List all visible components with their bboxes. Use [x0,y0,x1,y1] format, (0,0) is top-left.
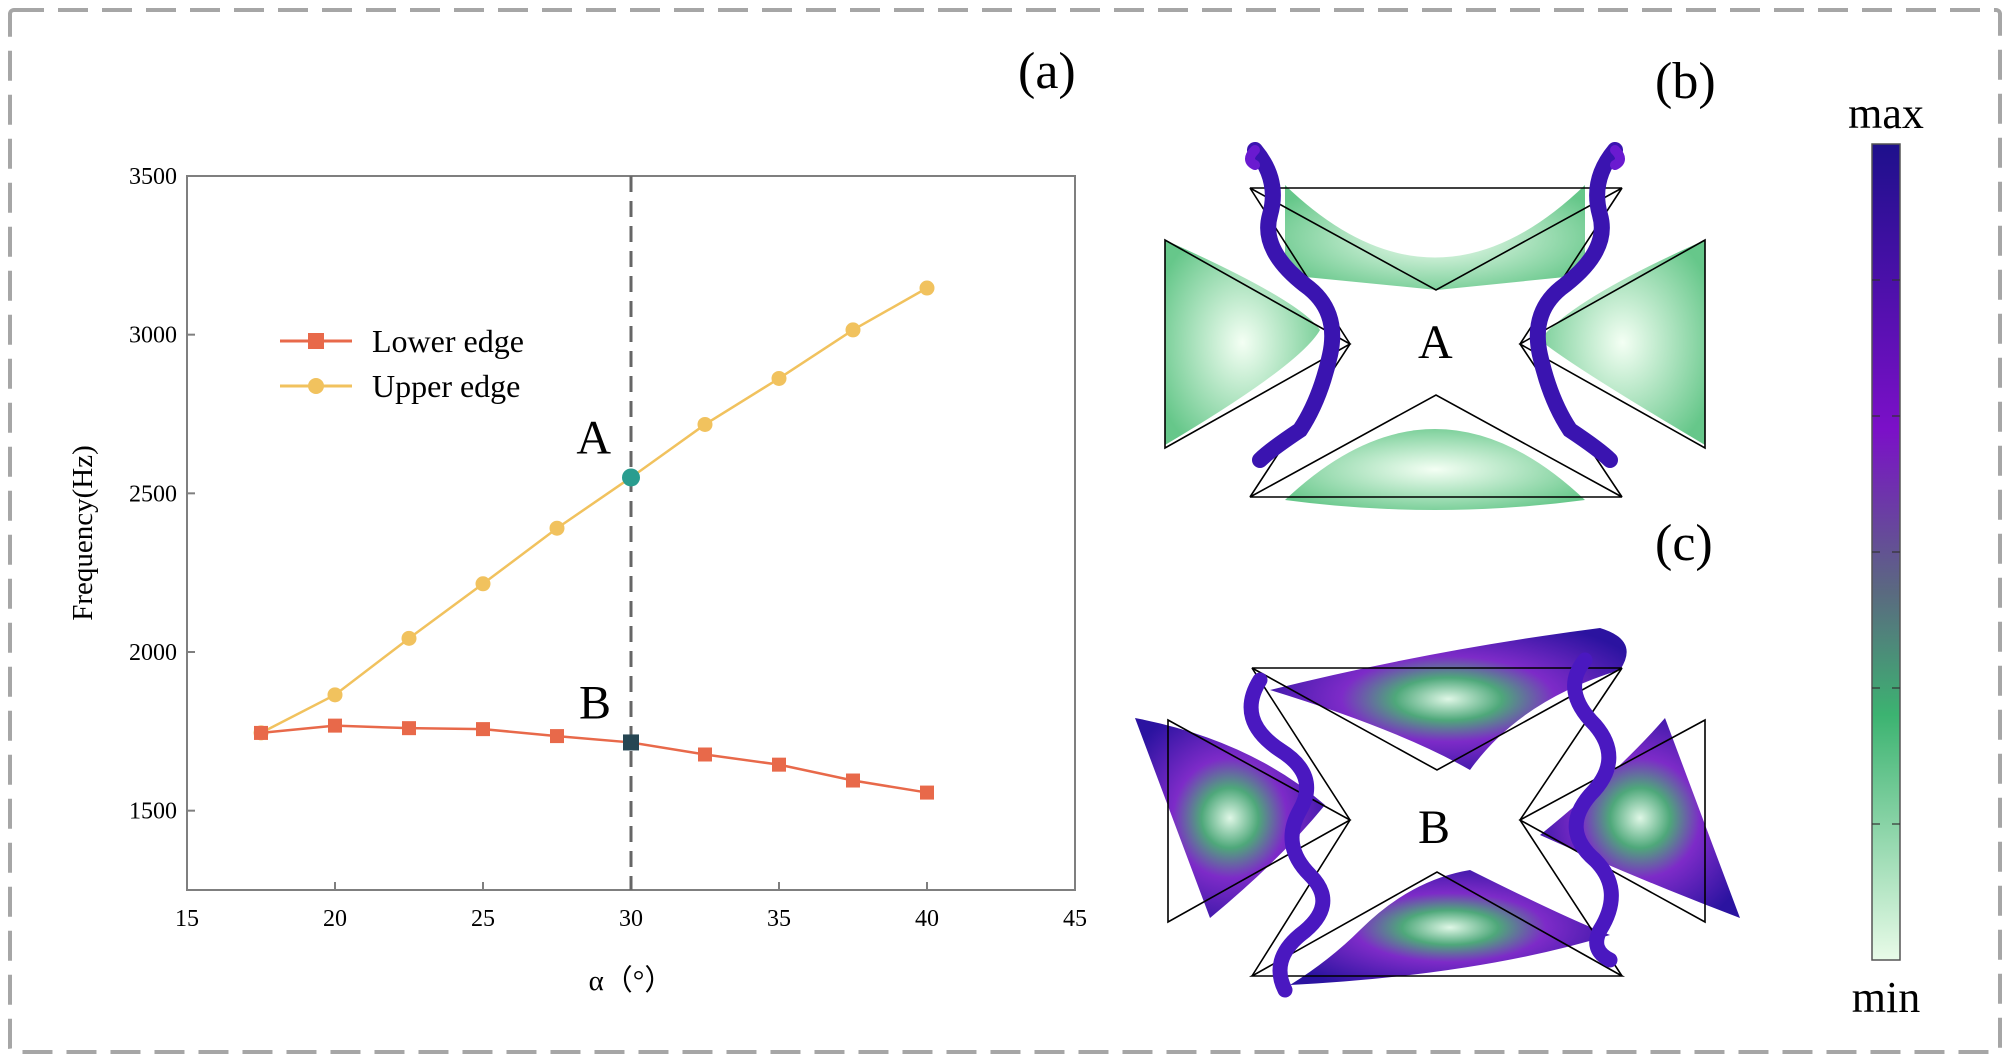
mode-b-label: B [1418,801,1450,854]
x-tick-label: 25 [471,906,495,932]
mode-shape-a: A (b) [1164,53,1716,510]
y-axis: 1500 2000 2500 3000 3500 [129,164,195,825]
mode-b-top-wedge [1270,628,1627,770]
lower-edge-point [476,722,490,737]
y-tick-label: 3000 [129,323,177,349]
x-tick-label: 45 [1063,906,1087,932]
y-tick-label: 2500 [129,481,177,507]
mode-b-bottom-wedge [1290,870,1610,985]
upper-edge-point [919,280,935,296]
legend-marker-upper [308,378,324,394]
mode-a-top-wedge [1285,185,1585,290]
upper-edge-point [549,520,565,536]
mode-b-right-wedge [1540,718,1740,918]
colorbar-min-label: min [1852,973,1920,1022]
upper-edge-point [845,322,861,338]
mode-a-ligaments [1245,142,1625,468]
lower-edge-point [846,773,860,788]
upper-edge-point [475,576,491,592]
series-line-upper-edge [260,286,928,735]
mode-a-bottom-wedge [1285,429,1585,510]
upper-edge-point [697,416,713,432]
legend-label-lower: Lower edge [372,323,524,359]
mode-b-ligaments [1243,652,1619,998]
highlight-layer: AB [576,411,640,751]
highlight-point-a [622,468,640,487]
lower-edge-point [772,757,786,772]
x-tick-label: 20 [323,906,347,932]
x-tick-label: 30 [619,906,643,932]
y-tick-label: 1500 [129,799,177,825]
colorbar: max min [1848,89,1924,1022]
y-tick-label: 2000 [129,640,177,666]
panel-label-b: (b) [1655,53,1716,110]
legend-marker-lower [308,333,324,349]
x-tick-label: 15 [175,906,199,932]
mode-shape-b: B (c) [1135,515,1740,998]
highlight-point-b [623,734,639,751]
x-tick-label: 40 [915,906,939,932]
figure-frame [8,8,2002,1054]
lower-edge-point [402,721,416,736]
x-tick-label: 35 [767,906,791,932]
x-axis: 15 20 25 30 35 40 45 [175,882,1087,932]
lower-edge-point [550,729,564,744]
mode-a-left-wedge [1165,240,1320,445]
upper-edge-point [401,630,417,646]
series-line-lower-edge [260,724,928,794]
mode-b-left-wedge [1135,718,1325,918]
highlight-label-a: A [576,411,611,464]
lower-edge-point [920,785,934,800]
upper-edge-point [327,687,343,703]
legend-label-upper: Upper edge [372,368,520,404]
y-tick-label: 3500 [129,164,177,190]
colorbar-ticks [1872,279,1900,825]
lower-edge-point [254,725,268,740]
mode-a-right-wedge [1540,240,1705,445]
legend: Lower edge Upper edge [280,323,524,404]
panel-label-a: (a) [1018,43,1076,100]
x-axis-title: α（°） [589,965,674,997]
upper-edge-point [771,370,787,386]
y-axis-title: Frequency(Hz) [67,445,99,621]
highlight-label-b: B [579,676,611,729]
mode-a-label: A [1418,316,1453,369]
panel-label-c: (c) [1655,515,1713,572]
lower-edge-point [698,747,712,762]
lower-edge-point [328,718,342,733]
colorbar-max-label: max [1848,89,1924,138]
